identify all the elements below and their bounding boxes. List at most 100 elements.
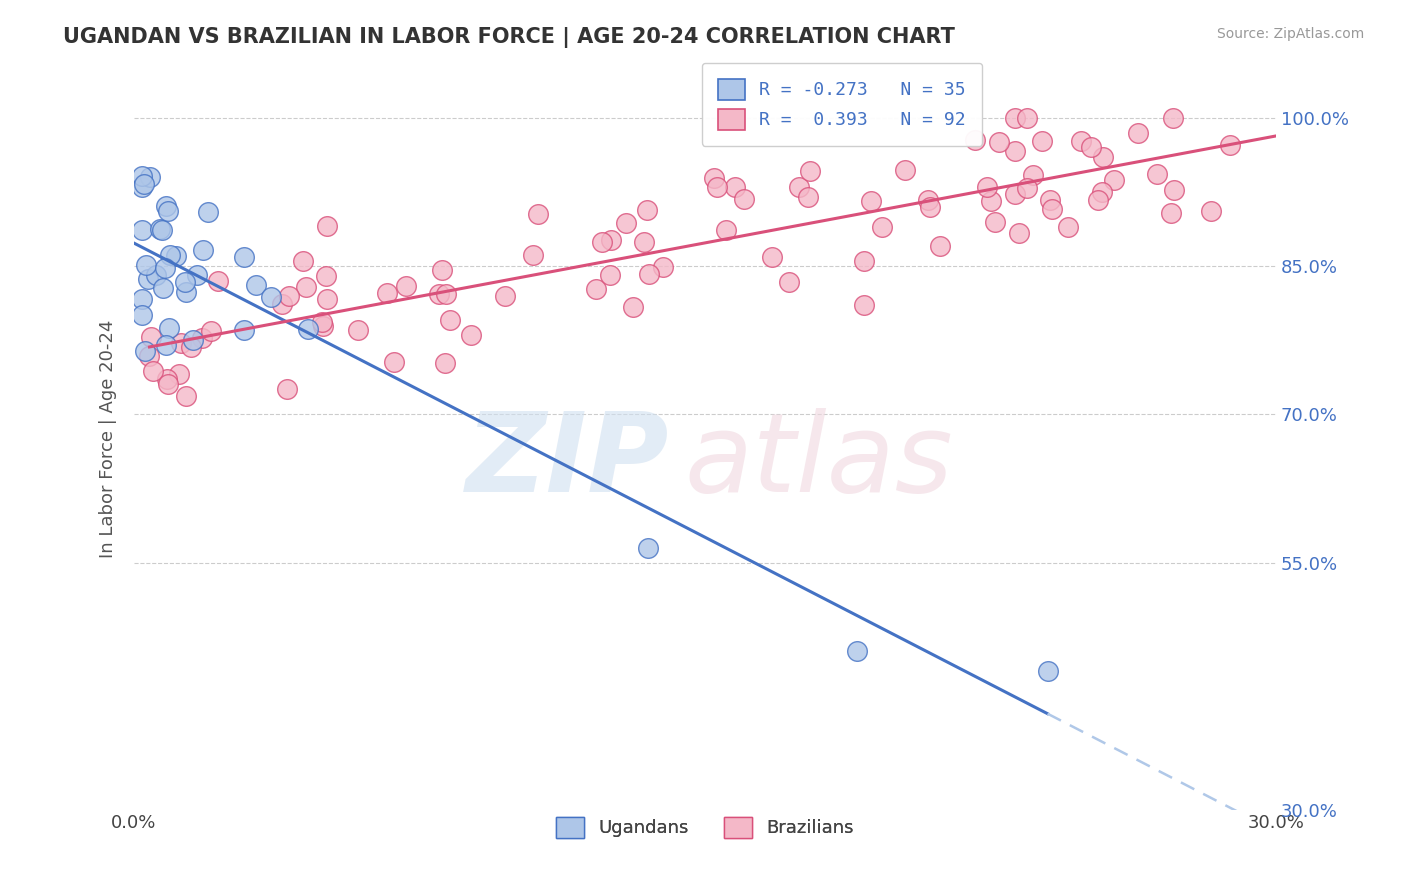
Point — [174, 389, 197, 403]
Point — [870, 219, 893, 234]
Text: Source: ZipAtlas.com: Source: ZipAtlas.com — [1216, 27, 1364, 41]
Point — [149, 222, 172, 236]
Y-axis label: In Labor Force | Age 20-24: In Labor Force | Age 20-24 — [100, 320, 117, 558]
Point — [316, 292, 339, 306]
Point — [434, 286, 457, 301]
Point — [165, 249, 187, 263]
Point — [193, 243, 215, 257]
Text: ZIP: ZIP — [467, 408, 669, 515]
Point — [1161, 111, 1184, 125]
Point — [614, 216, 637, 230]
Point — [145, 268, 167, 282]
Point — [591, 235, 613, 249]
Point — [167, 367, 190, 381]
Text: atlas: atlas — [685, 408, 953, 515]
Point — [1199, 204, 1222, 219]
Point — [920, 201, 942, 215]
Point — [621, 301, 644, 315]
Point — [156, 372, 179, 386]
Point — [599, 268, 621, 283]
Point — [138, 349, 160, 363]
Point — [460, 328, 482, 343]
Point — [1146, 167, 1168, 181]
Point — [638, 267, 661, 281]
Point — [1031, 134, 1053, 148]
Text: UGANDAN VS BRAZILIAN IN LABOR FORCE | AGE 20-24 CORRELATION CHART: UGANDAN VS BRAZILIAN IN LABOR FORCE | AG… — [63, 27, 955, 48]
Point — [155, 337, 177, 351]
Point — [271, 297, 294, 311]
Point — [1008, 226, 1031, 240]
Point — [724, 180, 747, 194]
Point — [186, 268, 208, 282]
Point — [131, 180, 153, 194]
Point — [527, 207, 550, 221]
Point — [191, 331, 214, 345]
Point — [1004, 144, 1026, 158]
Point — [294, 279, 316, 293]
Point — [703, 170, 725, 185]
Point — [260, 290, 283, 304]
Point — [207, 274, 229, 288]
Point — [522, 248, 544, 262]
Point — [432, 262, 454, 277]
Point — [312, 319, 335, 334]
Point — [787, 179, 810, 194]
Point — [433, 356, 456, 370]
Point — [1040, 202, 1063, 217]
Point — [1039, 193, 1062, 207]
Point — [637, 541, 659, 555]
Point — [797, 190, 820, 204]
Point — [232, 323, 254, 337]
Point — [156, 377, 179, 392]
Point — [200, 324, 222, 338]
Point — [131, 169, 153, 184]
Point — [1017, 181, 1039, 195]
Point — [853, 298, 876, 312]
Point — [852, 253, 875, 268]
Point — [150, 223, 173, 237]
Point — [278, 289, 301, 303]
Point — [1160, 206, 1182, 220]
Point — [1091, 150, 1114, 164]
Point — [173, 275, 195, 289]
Point — [1004, 187, 1026, 202]
Point — [131, 308, 153, 322]
Point — [429, 286, 451, 301]
Point — [180, 340, 202, 354]
Point — [1070, 134, 1092, 148]
Point — [859, 194, 882, 208]
Point — [439, 313, 461, 327]
Point — [291, 254, 314, 268]
Point — [976, 180, 998, 194]
Point — [152, 281, 174, 295]
Point — [316, 219, 339, 233]
Point — [311, 315, 333, 329]
Point — [297, 321, 319, 335]
Point — [633, 235, 655, 249]
Legend: Ugandans, Brazilians: Ugandans, Brazilians — [550, 810, 860, 845]
Point — [846, 644, 869, 658]
Point — [965, 133, 987, 147]
Point — [1022, 168, 1045, 182]
Point — [382, 355, 405, 369]
Point — [134, 344, 156, 359]
Point — [1090, 185, 1112, 199]
Point — [315, 269, 337, 284]
Point — [157, 321, 180, 335]
Point — [232, 250, 254, 264]
Point — [131, 292, 153, 306]
Point — [131, 223, 153, 237]
Point — [245, 278, 267, 293]
Point — [1104, 173, 1126, 187]
Point — [984, 215, 1007, 229]
Point — [706, 179, 728, 194]
Point — [134, 178, 156, 192]
Point — [139, 329, 162, 343]
Point — [928, 239, 950, 253]
Point — [714, 223, 737, 237]
Point — [980, 194, 1002, 208]
Point — [585, 282, 607, 296]
Point — [1017, 111, 1039, 125]
Point — [1004, 111, 1026, 125]
Point — [174, 285, 197, 299]
